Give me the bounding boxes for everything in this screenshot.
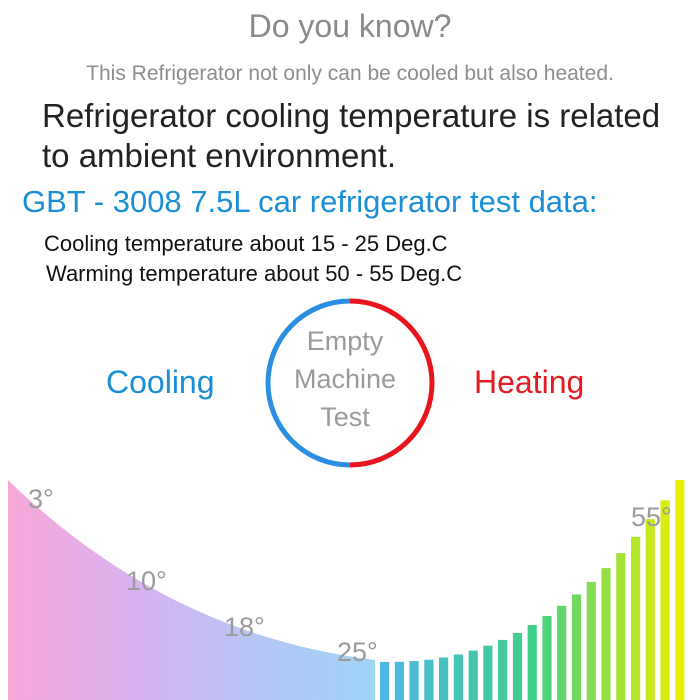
heating-bar: [483, 645, 493, 700]
heating-bar: [645, 519, 655, 700]
heating-bar: [557, 605, 567, 700]
temp-label-10: 10°: [126, 566, 167, 596]
page-subtitle: This Refrigerator not only can be cooled…: [86, 62, 614, 85]
cooling-label: Cooling: [106, 364, 215, 400]
heating-bar: [439, 657, 449, 700]
heating-bar: [616, 553, 626, 700]
heating-bar: [660, 500, 670, 700]
temp-label-3: 3°: [28, 484, 54, 514]
cooling-curve-area: [8, 480, 375, 700]
circle-heat-half: [349, 298, 435, 468]
heating-bar: [586, 581, 596, 700]
heating-bar: [409, 661, 419, 700]
empty-machine-test-label: Empty Machine Test: [293, 326, 397, 432]
heating-bar: [571, 594, 582, 700]
heating-bar: [512, 633, 523, 700]
heating-bar: [601, 568, 611, 700]
heating-bars: [380, 480, 685, 700]
heating-bar: [542, 616, 552, 700]
temp-label-55: 55°: [631, 502, 672, 532]
temp-label-18: 18°: [224, 612, 265, 642]
circle-cool-half: [265, 298, 351, 468]
page-title: Do you know?: [248, 8, 452, 44]
mode-circle: [265, 298, 435, 468]
test-data-title: GBT - 3008 7.5L car refrigerator test da…: [22, 184, 598, 219]
cooling-spec: Cooling temperature about 15 - 25 Deg.C: [44, 231, 448, 256]
heating-bar: [380, 662, 390, 700]
heating-bar: [468, 650, 478, 700]
heating-bar: [453, 654, 463, 700]
heating-bar: [631, 536, 641, 700]
heating-bar: [527, 625, 537, 700]
temp-label-25: 25°: [337, 637, 378, 667]
heating-label: Heating: [474, 364, 585, 400]
heating-bar: [498, 639, 508, 700]
heating-bar: [424, 659, 434, 700]
heating-bar: [675, 480, 685, 700]
heating-bar: [394, 661, 404, 700]
warming-spec: Warming temperature about 50 - 55 Deg.C: [46, 261, 463, 286]
headline-line-2: to ambient environment.: [42, 137, 397, 174]
headline-line-1: Refrigerator cooling temperature is rela…: [42, 97, 661, 134]
